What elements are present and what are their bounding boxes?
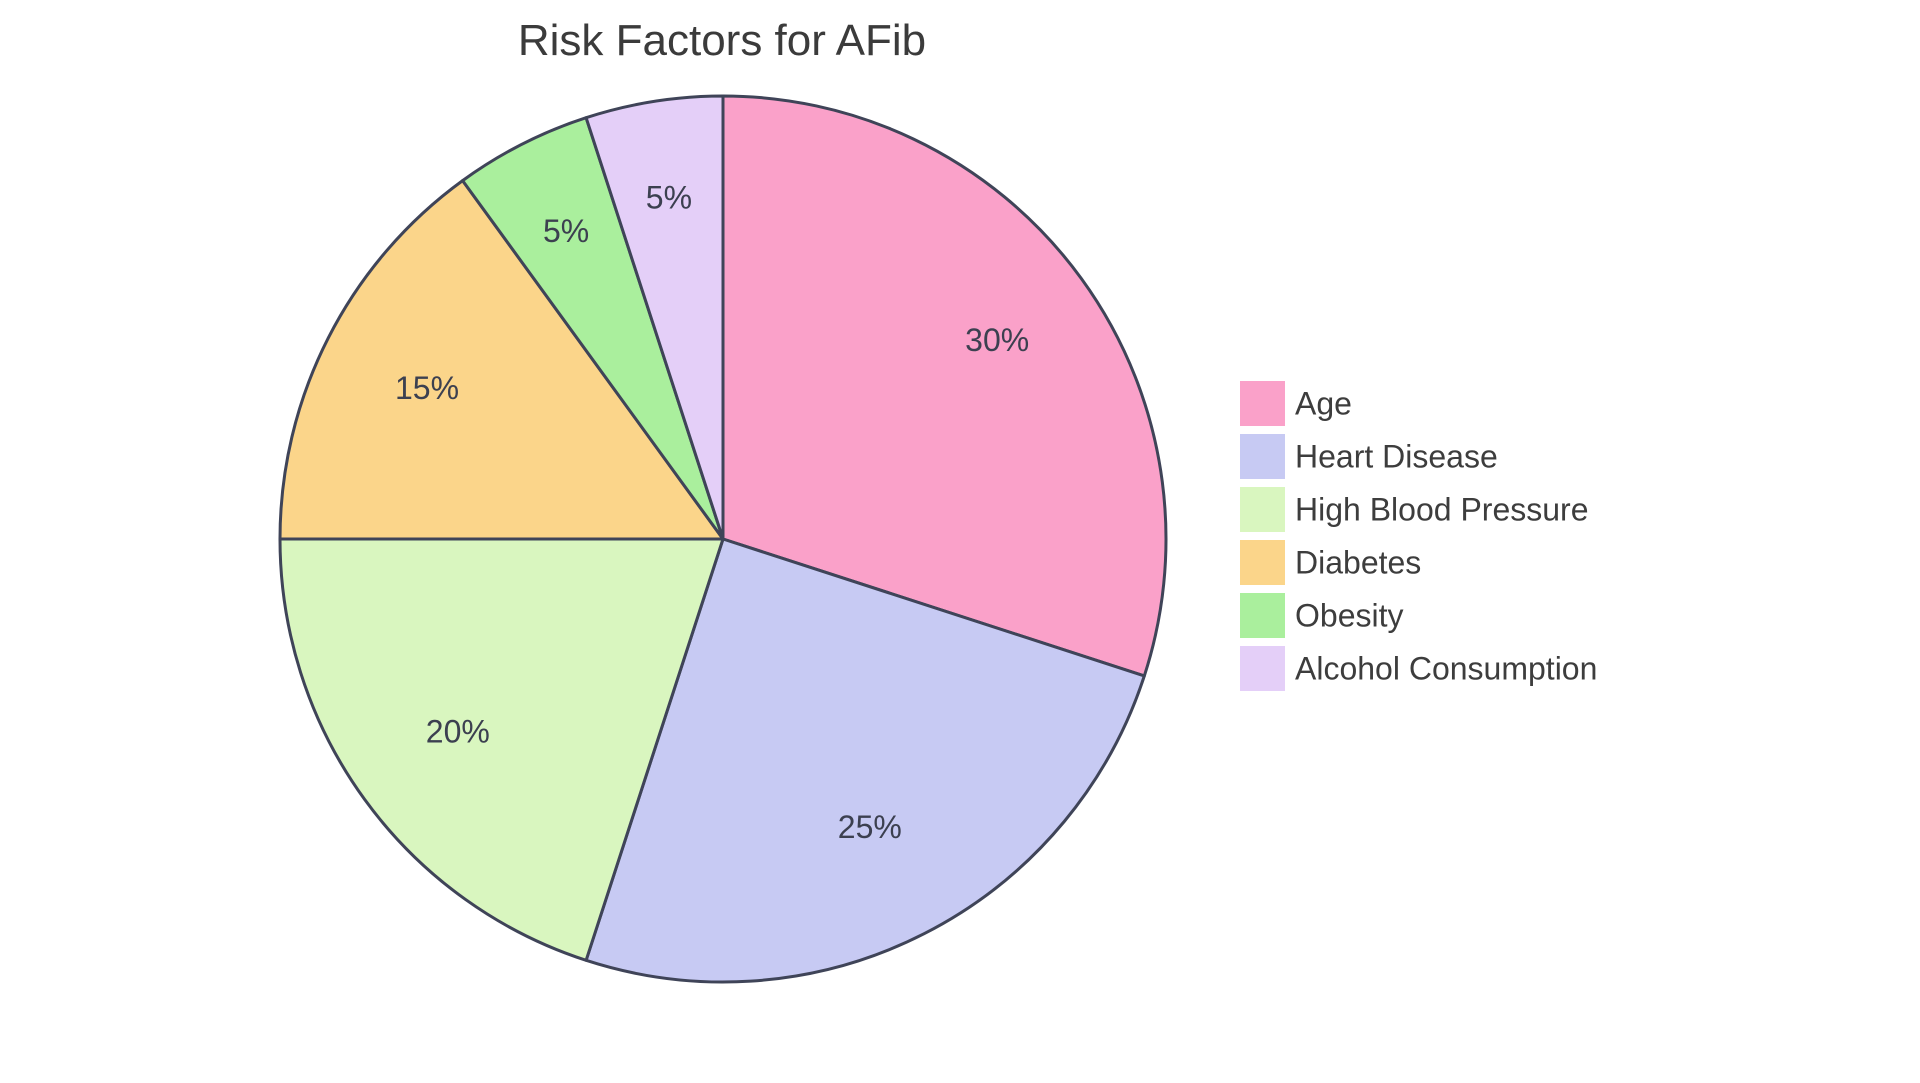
legend-item-age: Age (1240, 381, 1352, 426)
legend-label-alcohol-consumption: Alcohol Consumption (1295, 651, 1597, 687)
pie-slice-diabetes (278, 179, 725, 541)
slice-value-labels: 30% 25% 20% 15% 5% 5% (395, 180, 1029, 845)
slice-value-label-heart-disease: 25% (838, 809, 902, 845)
legend-swatch-diabetes (1240, 540, 1285, 585)
slice-value-label-alcohol-consumption: 5% (646, 180, 692, 216)
legend-label-heart-disease: Heart Disease (1295, 439, 1498, 475)
legend-label-obesity: Obesity (1295, 598, 1403, 634)
slice-value-label-high-blood-pressure: 20% (426, 714, 490, 750)
pie-slice-high-blood-pressure (278, 537, 725, 962)
legend-swatch-age (1240, 381, 1285, 426)
legend-label-diabetes: Diabetes (1295, 545, 1421, 581)
legend-item-diabetes: Diabetes (1240, 540, 1421, 585)
pie-slice-age (721, 94, 1168, 678)
legend-swatch-alcohol-consumption (1240, 646, 1285, 691)
pie-slices (278, 94, 1168, 984)
legend-swatch-high-blood-pressure (1240, 487, 1285, 532)
pie-slice-heart-disease (584, 537, 1146, 984)
legend-label-age: Age (1295, 386, 1352, 422)
legend-swatch-heart-disease (1240, 434, 1285, 479)
chart-title: Risk Factors for AFib (518, 16, 926, 65)
slice-value-label-diabetes: 15% (395, 370, 459, 406)
legend-item-obesity: Obesity (1240, 593, 1403, 638)
pie-slice-alcohol-consumption (584, 94, 725, 541)
legend-label-high-blood-pressure: High Blood Pressure (1295, 492, 1588, 528)
legend-item-high-blood-pressure: High Blood Pressure (1240, 487, 1588, 532)
slice-value-label-obesity: 5% (543, 213, 589, 249)
legend-swatch-obesity (1240, 593, 1285, 638)
legend-item-heart-disease: Heart Disease (1240, 434, 1498, 479)
slice-value-label-age: 30% (965, 322, 1029, 358)
legend-item-alcohol-consumption: Alcohol Consumption (1240, 646, 1597, 691)
legend: Age Heart Disease High Blood Pressure Diabe… (1240, 381, 1597, 691)
